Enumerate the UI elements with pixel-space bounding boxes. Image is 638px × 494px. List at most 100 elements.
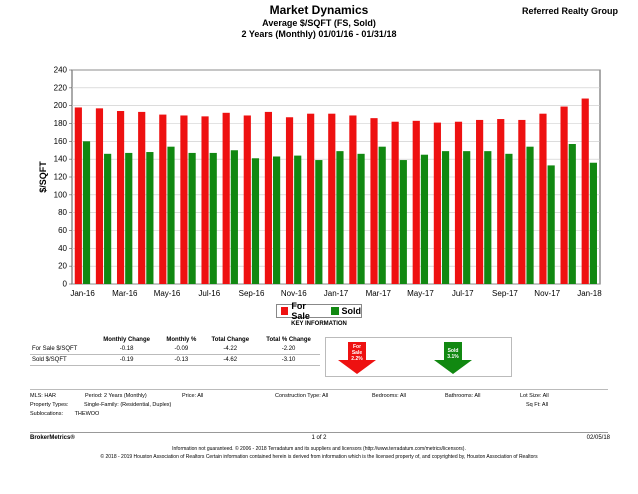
bar-forsale xyxy=(539,113,547,284)
bar-forsale xyxy=(412,120,420,284)
criteria-value: All xyxy=(322,393,329,399)
criteria-label: Price: xyxy=(182,393,197,399)
bar-sold xyxy=(357,153,365,284)
criteria-label: Sublocations: xyxy=(30,411,64,417)
y-tick-label: 40 xyxy=(58,244,67,253)
table-row: For Sale $/SQFT -0.18 -0.09 -4.22 -2.20 xyxy=(30,344,320,355)
chart-subtitle: Average $/SQFT (FS, Sold) xyxy=(262,18,376,28)
table-cell: -0.09 xyxy=(159,344,204,355)
bar-forsale xyxy=(116,111,125,285)
bar-sold xyxy=(526,146,534,284)
x-tick-label: May-16 xyxy=(154,289,181,298)
table-cell: -0.13 xyxy=(159,354,204,366)
bar-sold xyxy=(378,146,386,284)
bar-sold xyxy=(336,151,344,284)
bar-sold xyxy=(251,158,260,284)
x-tick-label: Jul-16 xyxy=(198,289,220,298)
y-tick-label: 20 xyxy=(58,262,67,271)
bar-sold xyxy=(568,144,576,284)
chart-legend: For Sale Sold xyxy=(276,301,362,321)
bar-sold xyxy=(146,152,154,284)
arrow-text: Sale xyxy=(351,350,363,356)
table-row: Sold $/SQFT -0.19 -0.13 -4.62 -3.10 xyxy=(30,354,320,366)
y-tick-label: 220 xyxy=(54,83,68,92)
x-tick-label: May-17 xyxy=(407,289,434,298)
x-tick-label: Jan-17 xyxy=(324,289,349,298)
bar-forsale xyxy=(476,119,484,284)
bar-forsale xyxy=(95,108,104,284)
bar-sold xyxy=(125,152,133,284)
bar-sold xyxy=(315,160,323,284)
x-tick-label: Nov-16 xyxy=(281,289,307,298)
bar-forsale xyxy=(307,113,315,284)
proptypes-criteria: Property Types: Single-Family: (Resident… xyxy=(30,402,171,408)
arrow-text: Sold xyxy=(447,348,459,354)
bar-forsale xyxy=(138,111,146,285)
bar-sold xyxy=(167,146,175,284)
y-tick-label: 0 xyxy=(63,280,68,289)
bar-forsale xyxy=(328,113,336,284)
disclaimer-line-2: © 2018 - 2019 Houston Association of Rea… xyxy=(100,454,538,460)
bar-sold xyxy=(230,150,238,284)
chart-range: 2 Years (Monthly) 01/01/16 - 01/31/18 xyxy=(241,29,397,39)
bar-forsale xyxy=(222,112,230,284)
y-tick-label: 160 xyxy=(54,137,68,146)
arrow-text: For xyxy=(352,344,362,350)
bar-forsale xyxy=(433,122,441,284)
bar-forsale xyxy=(581,98,589,285)
criteria-value: All xyxy=(399,393,406,399)
y-tick-label: 60 xyxy=(58,226,67,235)
x-tick-label: Sep-17 xyxy=(492,289,518,298)
table-cell: -0.18 xyxy=(93,344,160,355)
lotsize-criteria: Lot Size: All xyxy=(520,393,549,399)
x-tick-label: Jan-18 xyxy=(577,289,602,298)
bar-sold xyxy=(209,152,217,284)
bar-forsale xyxy=(264,111,273,285)
criteria-label: Bathrooms: xyxy=(445,393,474,399)
criteria-value: All xyxy=(541,402,549,408)
criteria-value: All xyxy=(474,393,481,399)
x-tick-label: Jul-17 xyxy=(452,289,474,298)
table-cell: -4.62 xyxy=(203,354,258,366)
bar-forsale xyxy=(243,115,251,284)
key-info-header xyxy=(30,336,94,344)
price-criteria: Price: All xyxy=(182,393,203,399)
legend-label-forsale: For Sale xyxy=(291,301,310,321)
mls-criteria: MLS: HAR xyxy=(30,393,56,399)
bar-forsale xyxy=(201,116,209,284)
criteria-value: All xyxy=(197,393,204,399)
bar-forsale xyxy=(159,114,167,284)
bar-sold xyxy=(188,152,196,284)
bar-sold xyxy=(104,153,112,284)
criteria-label: Period: xyxy=(85,393,103,399)
trend-arrows xyxy=(338,342,472,374)
report-date: 02/05/18 xyxy=(586,435,610,441)
table-cell: -2.20 xyxy=(257,344,320,355)
bar-forsale xyxy=(74,107,82,284)
y-tick-label: 80 xyxy=(58,208,67,217)
criteria-value: All xyxy=(542,393,549,399)
table-cell: Sold $/SQFT xyxy=(30,354,94,366)
bar-sold xyxy=(273,156,281,284)
bathrooms-criteria: Bathrooms: All xyxy=(445,393,480,399)
sublocations-criteria: Sublocations: THEWOO xyxy=(30,411,99,417)
bar-forsale xyxy=(518,119,526,284)
period-criteria: Period: 2 Years (Monthly) xyxy=(85,393,147,399)
y-tick-label: 240 xyxy=(54,66,68,75)
bar-forsale xyxy=(391,121,399,284)
x-tick-label: Nov-17 xyxy=(534,289,560,298)
legend-swatch-sold xyxy=(331,307,339,315)
table-cell: -4.22 xyxy=(203,344,258,355)
bar-sold xyxy=(547,165,555,284)
criteria-label: Property Types: xyxy=(30,402,69,408)
table-cell: For Sale $/SQFT xyxy=(30,344,94,355)
page-number: 1 of 2 xyxy=(311,435,327,441)
criteria-label: Lot Size: xyxy=(520,393,542,399)
y-tick-label: 200 xyxy=(54,101,68,110)
bar-sold xyxy=(505,153,513,284)
table-cell: -3.10 xyxy=(257,354,320,366)
arrow-text: 3.1% xyxy=(447,354,459,360)
bar-forsale xyxy=(180,115,188,284)
bar-sold xyxy=(82,141,91,284)
x-tick-label: Mar-16 xyxy=(112,289,138,298)
